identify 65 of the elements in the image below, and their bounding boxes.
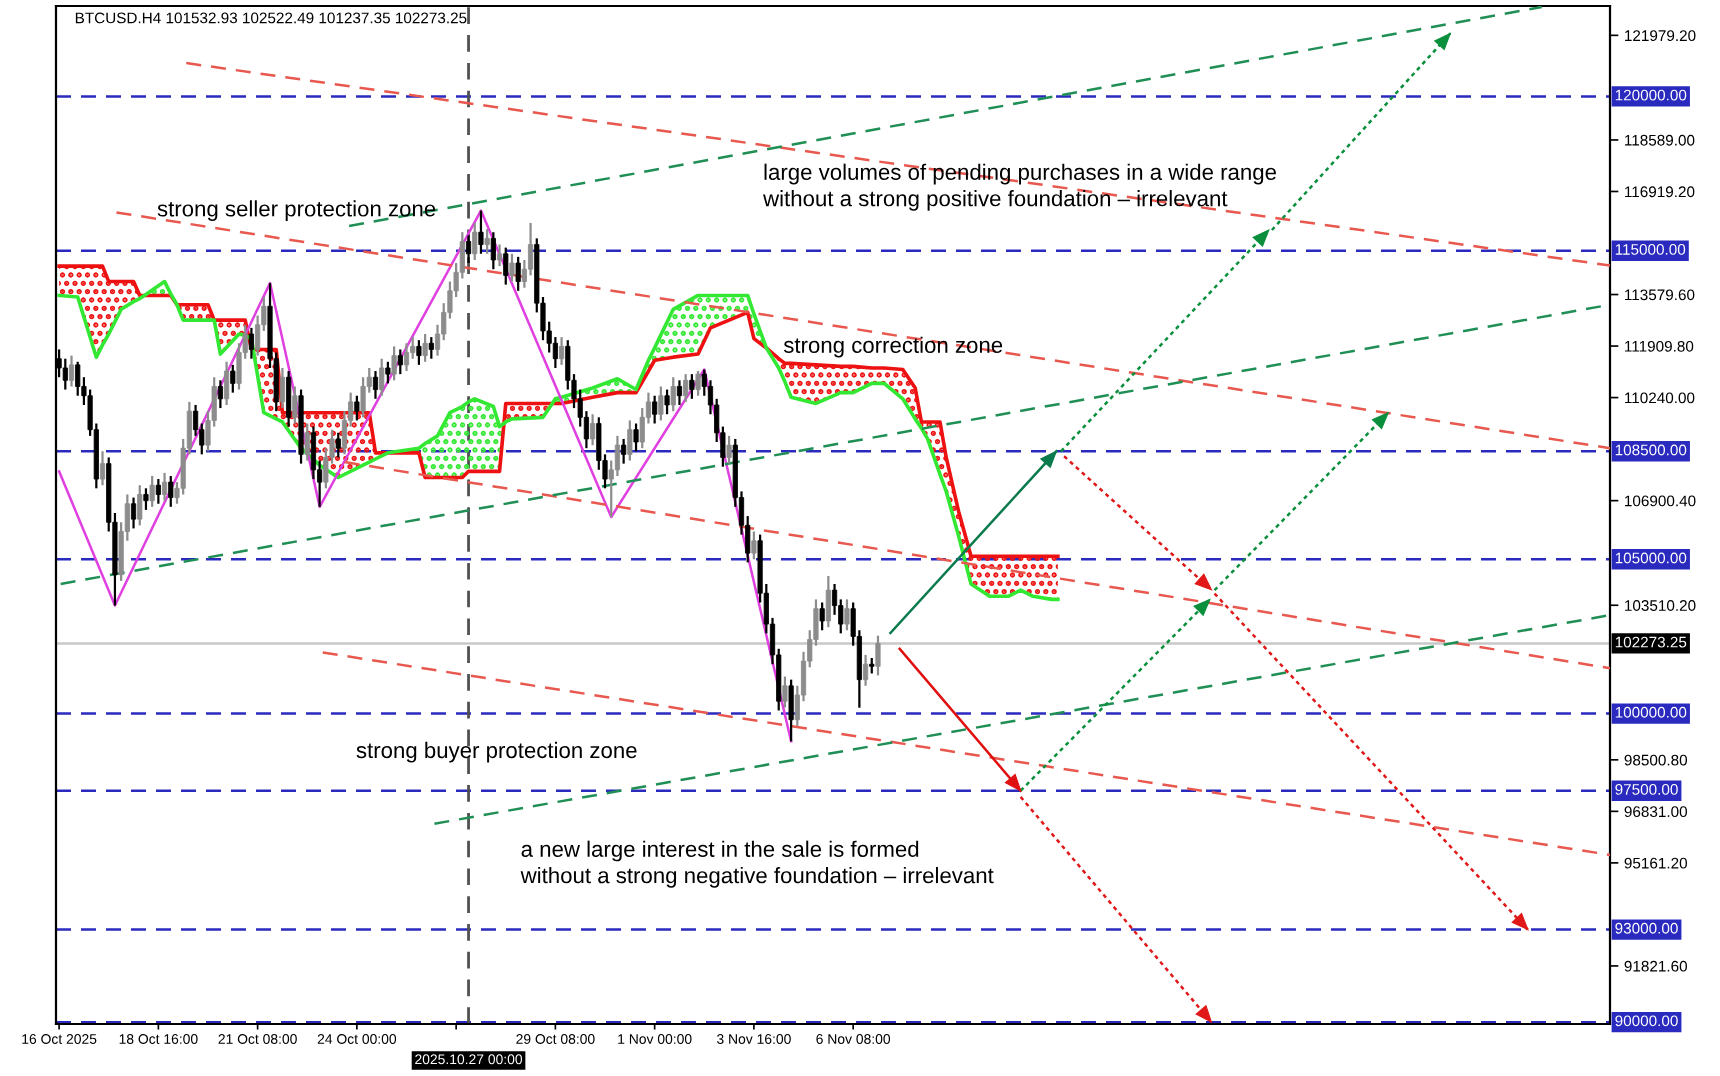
candlestick xyxy=(168,474,174,508)
candlestick xyxy=(143,487,149,512)
candlestick xyxy=(621,437,627,465)
candlestick xyxy=(155,477,161,505)
candlestick xyxy=(286,369,292,428)
candlestick xyxy=(217,379,223,410)
annotation: a new large interest in the sale is formed without a strong negative foundation – irrelevant xyxy=(520,840,994,888)
candlestick xyxy=(62,357,68,391)
candlestick xyxy=(304,422,310,462)
candlestick xyxy=(819,601,825,632)
candlestick xyxy=(664,388,670,416)
candlestick xyxy=(862,653,869,687)
candlestick xyxy=(130,496,137,530)
candlestick xyxy=(360,376,366,419)
candlestick xyxy=(844,598,850,632)
candlestick xyxy=(658,385,664,422)
candlestick xyxy=(68,354,75,388)
candlestick xyxy=(224,360,230,407)
annotation: strong seller protection zone xyxy=(157,200,436,221)
candlestick xyxy=(379,357,385,397)
candlestick xyxy=(248,326,254,360)
candlestick xyxy=(372,369,379,400)
candlestick xyxy=(422,332,428,363)
candlestick xyxy=(559,335,565,366)
candlestick xyxy=(161,471,168,502)
candlestick xyxy=(484,227,490,255)
candlestick xyxy=(465,234,472,265)
candlestick xyxy=(428,335,434,360)
candlestick xyxy=(788,678,794,743)
candlestick xyxy=(726,434,732,465)
candlestick xyxy=(683,373,689,404)
candlestick xyxy=(279,366,286,410)
candlestick xyxy=(515,255,521,292)
candlestick xyxy=(391,345,397,382)
candlestick xyxy=(633,422,639,453)
candlestick xyxy=(230,363,236,394)
candlestick xyxy=(385,360,391,385)
candlestick xyxy=(403,342,410,373)
candlestick xyxy=(751,530,757,561)
candlestick xyxy=(825,574,831,629)
candlestick xyxy=(782,675,788,709)
candlestick xyxy=(75,360,81,397)
candlestick xyxy=(590,413,596,447)
candlestick xyxy=(676,379,683,407)
candlestick xyxy=(478,209,484,255)
candlestick xyxy=(335,431,341,459)
candlestick xyxy=(99,450,106,487)
candlestick xyxy=(695,369,701,397)
candlestick xyxy=(503,246,509,286)
candlestick xyxy=(292,385,298,425)
candlestick xyxy=(416,339,422,366)
candlestick xyxy=(149,474,155,508)
candlestick xyxy=(689,373,695,400)
candlestick xyxy=(472,221,478,262)
candlestick xyxy=(354,394,360,422)
candlestick xyxy=(875,634,881,677)
candlestick xyxy=(397,348,403,376)
candlestick xyxy=(137,484,143,527)
candlestick xyxy=(670,376,676,413)
annotation: strong buyer protection zone xyxy=(356,741,637,763)
candlestick xyxy=(627,419,633,462)
candlestick xyxy=(490,231,496,271)
candlestick xyxy=(509,252,515,283)
candlestick xyxy=(496,243,503,268)
candlestick xyxy=(652,394,658,425)
